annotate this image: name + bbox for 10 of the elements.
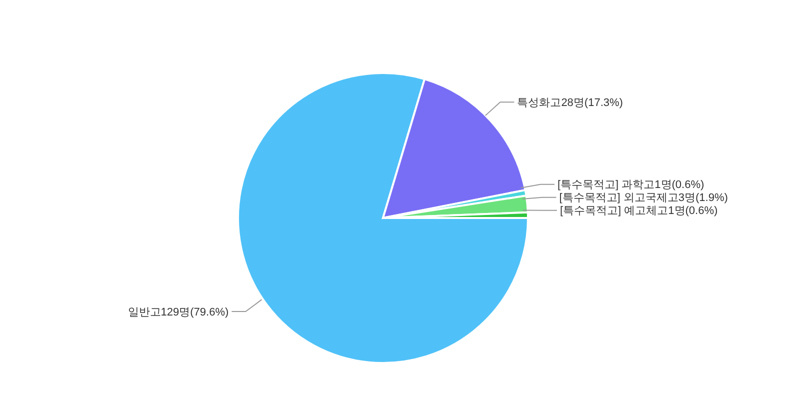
- data-label: 1명(0.6%): [668, 205, 718, 218]
- slice-label: 특성화고: [517, 96, 562, 109]
- slice-label: 일반고: [128, 306, 161, 318]
- data-label: 129명(79.6%): [160, 306, 229, 318]
- slice-label: [특수목적고] 과학고: [557, 179, 655, 192]
- slice-label: [특수목적고] 외고국제고: [559, 192, 678, 204]
- data-label: 28명(17.3%): [561, 96, 623, 109]
- data-label: 1명(0.6%): [654, 179, 704, 192]
- slice-label: [특수목적고] 예고체고: [560, 205, 668, 218]
- data-label: 3명(1.9%): [678, 192, 728, 204]
